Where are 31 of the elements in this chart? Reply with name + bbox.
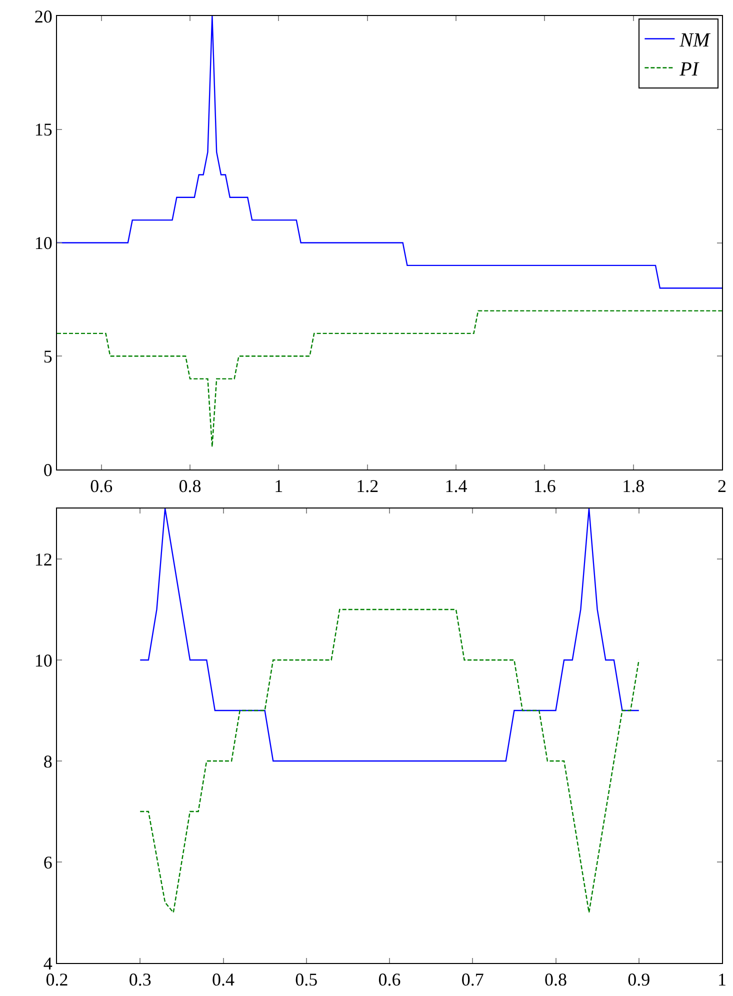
line-series	[57, 16, 722, 289]
x-tick-label: 0.6	[90, 476, 113, 496]
y-tick-label: 10	[34, 233, 52, 254]
x-tick-label: 0.9	[628, 970, 650, 990]
x-tick-label: 1.8	[622, 476, 645, 496]
y-tick-label: 10	[34, 650, 52, 670]
y-tick-label: 12	[34, 549, 52, 570]
x-tick-label: 1	[274, 476, 284, 496]
x-tick-label: 0.6	[378, 970, 401, 990]
x-tick-label: 0.3	[128, 970, 152, 990]
line-series	[57, 310, 722, 448]
x-tick-label: 1.4	[444, 476, 468, 496]
legend-label: PI	[678, 58, 700, 81]
x-tick-label: 1.2	[356, 476, 379, 496]
line-series	[140, 608, 640, 914]
y-tick-label: 20	[34, 6, 52, 26]
x-tick-label: 2	[718, 476, 726, 496]
line-series	[140, 508, 640, 762]
x-tick-label: 1	[718, 970, 726, 990]
y-tick-label: 0	[43, 460, 52, 480]
x-tick-label: 0.8	[544, 970, 567, 990]
y-tick-label: 5	[43, 346, 52, 366]
y-tick-label: 15	[34, 120, 52, 140]
x-tick-label: 0.5	[295, 970, 318, 990]
x-tick-label: 0.8	[178, 476, 202, 496]
x-tick-label: 0.7	[461, 970, 484, 990]
y-tick-label: 8	[43, 751, 52, 772]
y-tick-label: 6	[43, 852, 52, 872]
x-tick-label: 1.6	[533, 476, 556, 496]
x-tick-label: 0.4	[212, 970, 234, 990]
legend-label: NM	[678, 30, 712, 52]
